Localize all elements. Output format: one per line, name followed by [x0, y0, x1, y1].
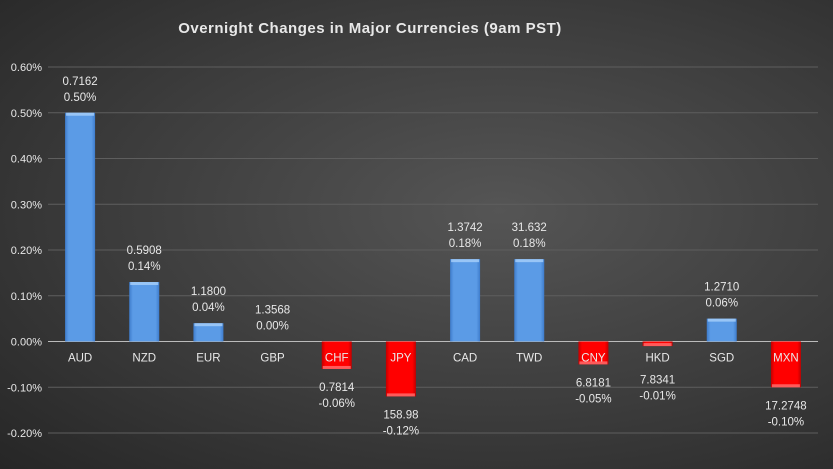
- y-tick-label: 0.00%: [11, 337, 42, 349]
- bar-cny: [578, 341, 609, 365]
- pct-label: 0.00%: [256, 321, 289, 333]
- rate-label: 17.2748: [765, 400, 807, 412]
- category-label: JPY: [390, 353, 411, 365]
- rate-label: 158.98: [383, 409, 418, 421]
- pct-label: 0.04%: [192, 302, 225, 314]
- rate-label: 6.8181: [576, 377, 611, 389]
- pct-label: 0.18%: [449, 238, 482, 250]
- pct-label: -0.10%: [768, 416, 804, 428]
- bar-highlight: [66, 112, 95, 116]
- category-label: TWD: [516, 353, 542, 365]
- bar-highlight: [515, 259, 544, 263]
- y-tick-label: -0.20%: [7, 428, 42, 440]
- rate-label: 1.1800: [191, 286, 226, 298]
- category-label: NZD: [132, 353, 156, 365]
- y-tick-label: 0.20%: [11, 245, 42, 257]
- rate-label: 7.8341: [640, 375, 675, 387]
- bar-highlight: [771, 384, 800, 388]
- rate-label: 1.3568: [255, 305, 290, 317]
- pct-label: 0.06%: [705, 298, 738, 310]
- rate-label: 1.3742: [447, 222, 482, 234]
- rate-label: 0.7814: [319, 382, 355, 394]
- rate-label: 31.632: [512, 222, 547, 234]
- bar-nzd: [129, 282, 160, 342]
- bar-jpy: [385, 341, 416, 397]
- bar-twd: [514, 259, 545, 342]
- pct-label: -0.01%: [639, 391, 675, 403]
- bar-chf: [321, 341, 352, 369]
- pct-label: 0.14%: [128, 261, 161, 273]
- bar-mxn: [770, 341, 801, 388]
- bar-highlight: [130, 282, 159, 286]
- category-label: AUD: [68, 353, 92, 365]
- bar-eur: [193, 323, 224, 342]
- bar-highlight: [707, 318, 736, 322]
- category-label: CAD: [453, 353, 477, 365]
- category-label: EUR: [196, 353, 220, 365]
- y-tick-label: 0.60%: [11, 62, 42, 74]
- bar-highlight: [579, 361, 608, 365]
- pct-label: -0.05%: [575, 393, 611, 405]
- bar-highlight: [194, 323, 223, 327]
- pct-label: -0.06%: [319, 398, 355, 410]
- category-label: MXN: [773, 353, 799, 365]
- pct-label: 0.50%: [64, 92, 97, 104]
- bar-highlight: [643, 343, 672, 347]
- y-tick-label: 0.40%: [11, 154, 42, 166]
- pct-label: -0.12%: [383, 425, 419, 437]
- category-label: CNY: [581, 353, 606, 365]
- bar-sgd: [706, 318, 737, 342]
- pct-label: 0.18%: [513, 238, 546, 250]
- rate-label: 0.5908: [127, 245, 162, 257]
- y-tick-label: -0.10%: [7, 382, 42, 394]
- y-tick-label: 0.10%: [11, 291, 42, 303]
- bar-highlight: [386, 393, 415, 397]
- category-label: GBP: [260, 353, 285, 365]
- bar-highlight: [322, 365, 351, 369]
- chart-title: Overnight Changes in Major Currencies (9…: [178, 20, 562, 37]
- bar-aud: [65, 112, 96, 342]
- bar-cad: [450, 259, 481, 342]
- category-label: CHF: [325, 353, 349, 365]
- category-label: SGD: [709, 353, 734, 365]
- bar-highlight: [451, 259, 480, 263]
- y-tick-label: 0.50%: [11, 108, 42, 120]
- rate-label: 1.2710: [704, 282, 739, 294]
- rate-label: 0.7162: [62, 76, 97, 88]
- category-label: HKD: [645, 353, 669, 365]
- y-tick-label: 0.30%: [11, 199, 42, 211]
